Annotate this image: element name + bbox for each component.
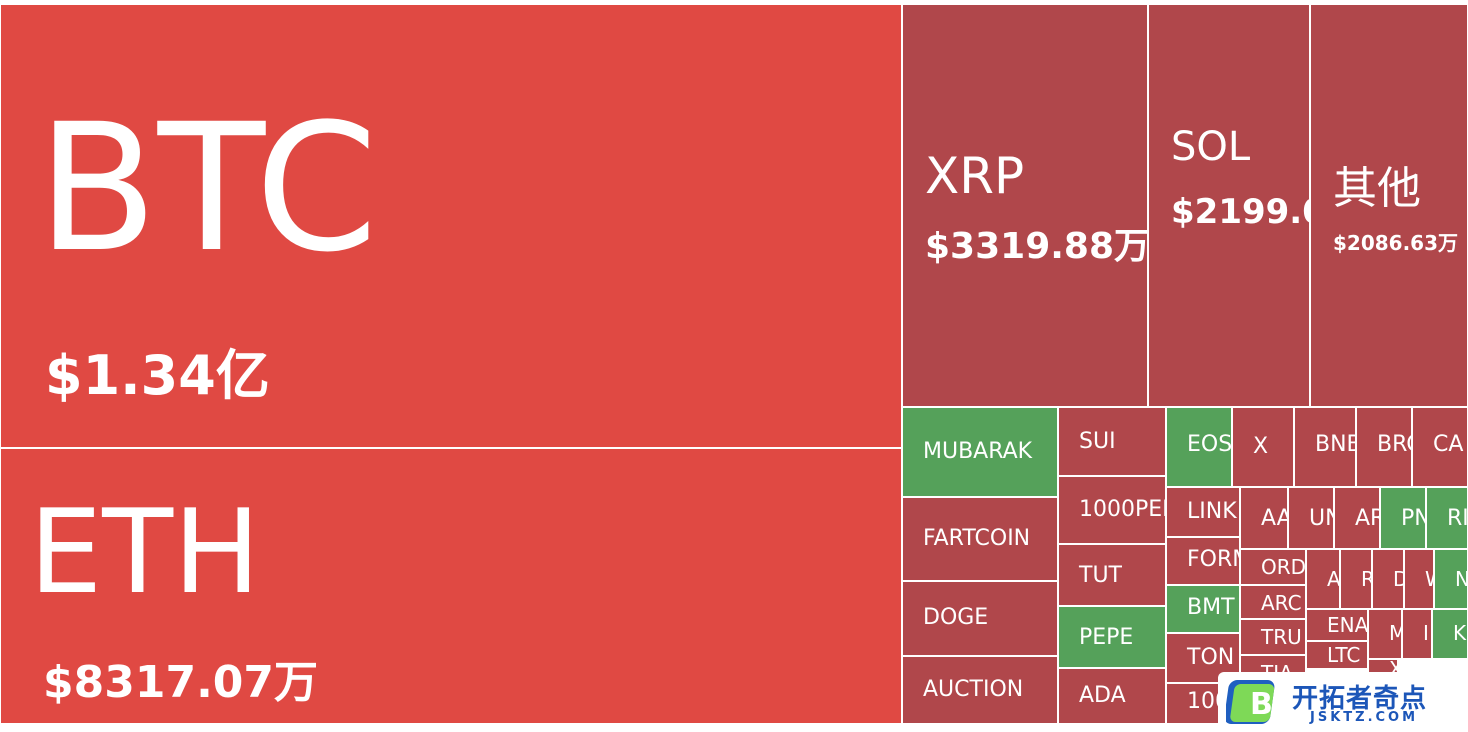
treemap-tile-eos[interactable]: EOS xyxy=(1166,407,1232,487)
tile-symbol: EOS xyxy=(1187,432,1232,457)
tile-symbol: D xyxy=(1393,569,1403,589)
tile-symbol: ORD xyxy=(1261,555,1306,579)
tile-symbol: BNB xyxy=(1315,432,1355,457)
tile-symbol: ADA xyxy=(1079,683,1126,708)
treemap-tile-tru[interactable]: TRU xyxy=(1240,619,1306,655)
treemap-tile-w[interactable]: W xyxy=(1404,549,1434,609)
treemap-tile-un[interactable]: UN xyxy=(1288,487,1334,549)
tile-symbol: LINK xyxy=(1187,499,1237,524)
treemap-tile-ca[interactable]: CA xyxy=(1412,407,1468,487)
tile-symbol: LTC xyxy=(1327,643,1361,667)
tile-symbol: ETH xyxy=(29,485,261,620)
tile-value: $2199.00万 xyxy=(1171,192,1309,232)
brand-logo-icon: B xyxy=(1226,680,1275,724)
tile-symbol: R xyxy=(1361,569,1371,589)
treemap-tile-btc[interactable]: BTC $1.34亿 xyxy=(0,4,902,448)
treemap-tile-其他[interactable]: 其他 $2086.63万 xyxy=(1310,4,1468,407)
tile-symbol: TON xyxy=(1187,645,1235,670)
treemap-tile-m[interactable]: M xyxy=(1368,609,1402,659)
treemap-tile-auction[interactable]: AUCTION xyxy=(902,656,1058,724)
treemap-tile-bmt[interactable]: BMT xyxy=(1166,585,1240,633)
tile-symbol: DOGE xyxy=(923,605,989,630)
tile-symbol: RI xyxy=(1447,506,1468,531)
treemap-tile-ltc[interactable]: LTC xyxy=(1306,641,1368,669)
treemap-tile-xrp[interactable]: XRP $3319.88万 xyxy=(902,4,1148,407)
treemap-tile-tut[interactable]: TUT xyxy=(1058,544,1166,606)
treemap-tile-fartcoin[interactable]: FARTCOIN xyxy=(902,497,1058,581)
tile-symbol: FORM xyxy=(1187,547,1239,572)
tile-symbol: CA xyxy=(1433,432,1464,457)
tile-symbol: PEPE xyxy=(1079,625,1134,650)
tile-symbol: UN xyxy=(1309,506,1333,531)
tile-value: $1.34亿 xyxy=(45,344,270,407)
treemap-tile-mubarak[interactable]: MUBARAK xyxy=(902,407,1058,497)
treemap-tile-k[interactable]: K xyxy=(1432,609,1468,659)
treemap-tile-x[interactable]: X xyxy=(1232,407,1294,487)
tile-symbol: X xyxy=(1253,434,1269,459)
tile-symbol: BRC xyxy=(1377,432,1411,457)
treemap-tile-sol[interactable]: SOL $2199.00万 xyxy=(1148,4,1310,407)
watermark: B 开拓者奇点 JSKTZ.COM xyxy=(1218,672,1468,732)
treemap-tile-link[interactable]: LINK xyxy=(1166,487,1240,537)
treemap-tile-i[interactable]: I xyxy=(1402,609,1432,659)
treemap-tile-doge[interactable]: DOGE xyxy=(902,581,1058,656)
tile-symbol: 其他 xyxy=(1333,163,1421,214)
tile-symbol: ARC xyxy=(1261,591,1302,615)
treemap-tile-pepe[interactable]: PEPE xyxy=(1058,606,1166,668)
treemap-tile-d[interactable]: D xyxy=(1372,549,1404,609)
treemap-tile-form[interactable]: FORM xyxy=(1166,537,1240,585)
treemap-tile-1000pepe[interactable]: 1000PEPE xyxy=(1058,476,1166,544)
treemap-tile-ena[interactable]: ENA xyxy=(1306,609,1368,641)
tile-symbol: PN xyxy=(1401,506,1425,531)
treemap-tile-eth[interactable]: ETH $8317.07万 xyxy=(0,448,902,724)
tile-symbol: ENA xyxy=(1327,613,1368,637)
treemap-tile-arc[interactable]: ARC xyxy=(1240,585,1306,619)
treemap-tile-r[interactable]: R xyxy=(1340,549,1372,609)
treemap-tile-pn[interactable]: PN xyxy=(1380,487,1426,549)
tile-symbol: BTC xyxy=(37,86,378,291)
tile-symbol: XL xyxy=(1389,660,1397,679)
treemap-tile-n[interactable]: N xyxy=(1434,549,1468,609)
treemap-tile-bnb[interactable]: BNB xyxy=(1294,407,1356,487)
treemap-tile-ord[interactable]: ORD xyxy=(1240,549,1306,585)
tile-symbol: M xyxy=(1389,623,1401,643)
svg-text:B: B xyxy=(1250,687,1273,722)
tile-symbol: A xyxy=(1327,567,1340,591)
treemap-tile-sui[interactable]: SUI xyxy=(1058,407,1166,476)
tile-symbol: K xyxy=(1453,621,1467,645)
tile-value: $2086.63万 xyxy=(1333,231,1459,255)
tile-symbol: AR xyxy=(1355,506,1379,531)
tile-symbol: TUT xyxy=(1079,563,1122,588)
tile-symbol: N xyxy=(1455,569,1467,589)
treemap-tile-ton[interactable]: TON xyxy=(1166,633,1240,683)
tile-symbol: FARTCOIN xyxy=(923,526,1031,551)
treemap-tile-ar[interactable]: AR xyxy=(1334,487,1380,549)
treemap-tile-ri[interactable]: RI xyxy=(1426,487,1468,549)
tile-value: $8317.07万 xyxy=(43,657,319,708)
tile-symbol: AA xyxy=(1261,506,1287,531)
tile-symbol: BMT xyxy=(1187,595,1235,620)
tile-symbol: 1000PEPE xyxy=(1079,497,1165,522)
tile-value: $3319.88万 xyxy=(925,226,1148,267)
treemap-tile-ada[interactable]: ADA xyxy=(1058,668,1166,724)
tile-symbol: SUI xyxy=(1079,429,1116,454)
tile-symbol: AUCTION xyxy=(923,677,1024,702)
tile-symbol: I xyxy=(1423,621,1429,645)
tile-symbol: XRP xyxy=(925,147,1025,205)
tile-symbol: W xyxy=(1425,569,1433,589)
watermark-subtitle: JSKTZ.COM xyxy=(1310,710,1419,725)
tile-symbol: TRU xyxy=(1261,625,1302,649)
tile-symbol: MUBARAK xyxy=(923,439,1033,464)
treemap-tile-brc[interactable]: BRC xyxy=(1356,407,1412,487)
tile-symbol: SOL xyxy=(1171,124,1251,170)
watermark-title: 开拓者奇点 xyxy=(1292,684,1428,714)
treemap-tile-a[interactable]: A xyxy=(1306,549,1340,609)
treemap-tile-aa[interactable]: AA xyxy=(1240,487,1288,549)
